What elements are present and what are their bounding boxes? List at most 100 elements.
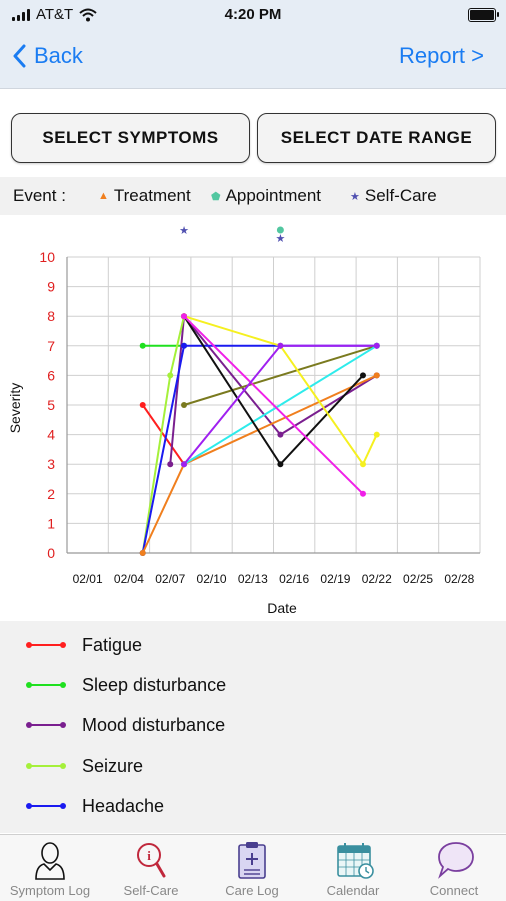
event-marker-self-care: ★ — [275, 233, 285, 245]
carrier-info: AT&T — [12, 6, 97, 23]
y-tick-label: 10 — [39, 249, 55, 265]
tab-bar: Symptom Log i Self-Care Care Log — [0, 834, 506, 901]
event-legend: Event : ▲ Treatment ⬟ Appointment ★ Self… — [0, 177, 506, 215]
y-tick-label: 0 — [47, 545, 55, 561]
y-tick-label: 2 — [47, 486, 55, 502]
series-point — [139, 550, 146, 556]
series-point — [139, 402, 146, 408]
x-tick-label: 02/04 — [114, 572, 144, 586]
legend-swatch — [26, 642, 66, 648]
tab-symptom-log[interactable]: Symptom Log — [0, 835, 100, 901]
x-tick-label: 02/22 — [362, 572, 392, 586]
event-treatment: ▲ Treatment — [98, 186, 191, 206]
event-marker-self-care: ★ — [179, 225, 189, 237]
legend-label: Seizure — [82, 755, 144, 776]
y-tick-label: 8 — [47, 308, 55, 324]
x-tick-label: 02/25 — [403, 572, 433, 586]
tab-label: Calendar — [326, 883, 380, 898]
y-tick-label: 5 — [47, 397, 55, 413]
x-tick-label: 02/01 — [73, 572, 103, 586]
clipboard-icon — [238, 842, 266, 879]
tab-calendar[interactable]: Calendar — [303, 835, 403, 901]
series-line — [183, 344, 378, 406]
series-point — [181, 402, 188, 408]
legend-label: Fatigue — [82, 634, 143, 655]
series-point — [373, 372, 380, 379]
event-self-care-label: Self-Care — [364, 186, 437, 205]
y-tick-label: 4 — [47, 427, 55, 443]
tab-label: Connect — [429, 883, 479, 898]
y-tick-label: 7 — [47, 338, 55, 354]
x-axis-title: Date — [267, 600, 297, 616]
signal-icon — [12, 8, 30, 21]
pentagon-icon: ⬟ — [211, 190, 221, 203]
svg-text:i: i — [147, 848, 151, 863]
magnifier-info-icon: i — [137, 843, 166, 878]
severity-chart: ★ ★ 0 1 2 3 4 5 6 7 8 9 10 02/01 02/04 02/07 02/10 02/1… — [0, 218, 506, 620]
symptom-legend: Fatigue Sleep disturbance Mood disturban… — [0, 621, 506, 833]
tab-connect[interactable]: Connect — [404, 835, 504, 901]
battery-icon — [468, 8, 499, 22]
person-icon — [35, 842, 65, 880]
x-tick-label: 02/13 — [238, 572, 268, 586]
legend-label: Headache — [82, 795, 165, 816]
series-point — [277, 461, 284, 468]
legend-swatch — [26, 722, 66, 728]
tab-label: Self-Care — [123, 883, 179, 898]
series-line — [183, 315, 364, 495]
series-point — [373, 431, 380, 438]
x-tick-label: 02/19 — [320, 572, 350, 586]
series-point — [359, 372, 366, 379]
chat-bubble-icon — [438, 842, 474, 879]
navigation-bar: Back Report > — [0, 30, 506, 89]
y-tick-label: 9 — [47, 279, 55, 295]
carrier-name: AT&T — [36, 6, 74, 23]
series-point — [181, 342, 188, 349]
legend-swatch — [26, 682, 66, 688]
x-tick-label: 02/28 — [444, 572, 474, 586]
event-appointment: ⬟ Appointment — [211, 186, 321, 206]
report-button[interactable]: Report > — [399, 43, 484, 68]
select-symptoms-button[interactable]: SELECT SYMPTOMS — [11, 113, 250, 163]
series-point — [373, 342, 380, 349]
status-bar: AT&T 4:20 PM — [0, 0, 506, 30]
severity-chart-svg: ★ ★ 0 1 2 3 4 5 6 7 8 9 10 02/01 02/04 02/07 02/10 02/1… — [7, 225, 481, 616]
event-self-care: ★ Self-Care — [350, 186, 437, 206]
event-appointment-label: Appointment — [225, 186, 322, 205]
legend-label: Sleep disturbance — [82, 674, 227, 695]
calendar-icon — [337, 843, 374, 879]
series-line — [169, 315, 378, 465]
star-icon: ★ — [350, 190, 360, 203]
series-point — [359, 461, 366, 468]
series-point — [181, 461, 188, 468]
status-time: 4:20 PM — [224, 6, 282, 23]
event-marker-appointment — [276, 226, 284, 234]
series-point — [181, 313, 188, 320]
x-tick-label: 02/16 — [279, 572, 309, 586]
series-point — [167, 461, 174, 468]
tab-self-care[interactable]: i Self-Care — [101, 835, 201, 901]
y-axis-title: Severity — [7, 383, 23, 434]
select-date-range-button[interactable]: SELECT DATE RANGE — [257, 113, 496, 163]
series-line — [183, 315, 378, 466]
series-point — [167, 372, 174, 379]
event-treatment-label: Treatment — [113, 186, 191, 205]
tab-care-log[interactable]: Care Log — [202, 835, 302, 901]
series-line — [141, 404, 185, 465]
event-legend-label: Event : — [13, 186, 66, 205]
back-button[interactable]: Back — [12, 43, 83, 69]
chevron-left-icon — [13, 44, 26, 68]
series-point — [277, 431, 284, 438]
series-point — [139, 342, 146, 349]
series-point — [359, 490, 366, 497]
wifi-icon — [79, 8, 97, 21]
y-tick-label: 6 — [47, 367, 55, 383]
x-tick-label: 02/10 — [197, 572, 227, 586]
legend-label: Mood disturbance — [82, 714, 226, 735]
x-tick-label: 02/07 — [155, 572, 185, 586]
legend-swatch — [26, 763, 66, 769]
triangle-icon: ▲ — [98, 190, 109, 202]
legend-swatch — [26, 803, 66, 809]
tab-label: Symptom Log — [9, 883, 91, 898]
series-point — [277, 342, 284, 349]
